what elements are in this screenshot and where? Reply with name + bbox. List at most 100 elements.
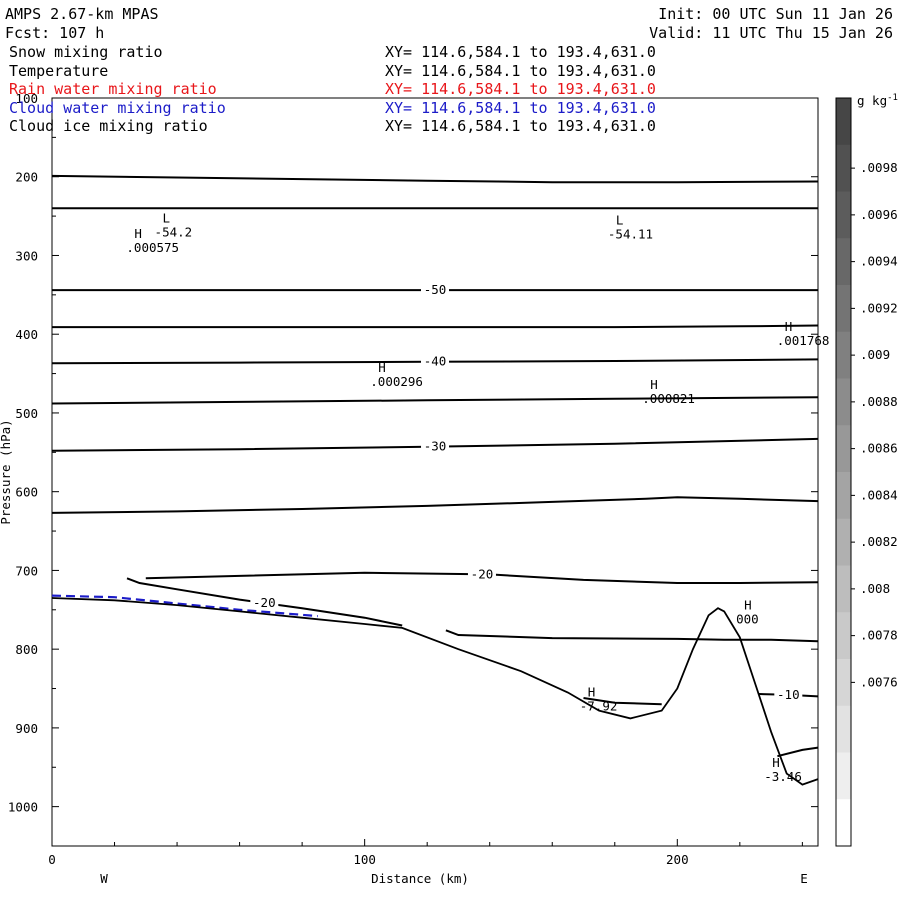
extremum-marker: H.001768 <box>777 319 830 348</box>
isotherm-label-bg <box>467 566 496 582</box>
colorbar-swatch <box>836 191 851 239</box>
colorbar-label: .0086 <box>860 441 898 456</box>
extremum-value: -54.2 <box>155 224 193 239</box>
colorbar-swatch <box>836 472 851 520</box>
isotherm-label-bg <box>774 686 803 702</box>
colorbar-frame <box>835 97 852 847</box>
colorbar-label: .0078 <box>860 628 898 643</box>
field-name-temperature: Temperature <box>9 62 108 80</box>
extremum-value: .000296 <box>370 374 423 389</box>
colorbar-swatch <box>836 425 851 473</box>
extremum-type: L <box>616 213 624 228</box>
extremum-marker: H.000575 <box>126 226 179 255</box>
colorbar-label: .0088 <box>860 394 898 409</box>
field-name-snow: Snow mixing ratio <box>9 43 163 61</box>
field-xy-rain: XY= 114.6,584.1 to 193.4,631.0 <box>385 80 656 98</box>
extremum-marker: L-54.2 <box>155 210 193 239</box>
y-tick-label: 400 <box>15 327 38 342</box>
extremum-marker: H-7.92 <box>580 684 618 713</box>
y-tick-label: 500 <box>15 406 38 421</box>
extremum-type: H <box>772 755 780 770</box>
colorbar-swatches <box>836 98 851 847</box>
field-xy-snow: XY= 114.6,584.1 to 193.4,631.0 <box>385 43 656 61</box>
extremum-value: .000821 <box>642 391 695 406</box>
plot-frame <box>51 97 819 847</box>
isotherm-label-bg <box>421 282 449 298</box>
init-time: Init: 00 UTC Sun 11 Jan 26 <box>658 5 893 23</box>
y-axis-label: Pressure (hPa) <box>0 419 13 524</box>
y-tick-label: 1000 <box>8 800 38 815</box>
field-xy-temperature: XY= 114.6,584.1 to 193.4,631.0 <box>385 62 656 80</box>
west-label: W <box>100 871 108 886</box>
y-tick-label: 800 <box>15 642 38 657</box>
colorbar-label: .0092 <box>860 300 898 315</box>
extremum-value: 000 <box>736 612 759 627</box>
valid-time: Valid: 11 UTC Thu 15 Jan 26 <box>649 24 893 42</box>
colorbar-label: .0084 <box>860 487 898 502</box>
isotherm-label-bg <box>421 438 450 454</box>
isotherm-line <box>51 396 819 405</box>
field-name-cloud-water: Cloud water mixing ratio <box>9 99 226 117</box>
y-tick-label: 900 <box>15 721 38 736</box>
extremum-value: .000575 <box>126 240 179 255</box>
y-tick-label: 200 <box>15 170 38 185</box>
isotherm-line <box>583 697 662 706</box>
y-tick-label: 300 <box>15 248 38 263</box>
plot-area: -50-40-30-20-20-10L-54.2H.000575L-54.11H… <box>51 174 830 786</box>
isotherm-label: -20 <box>253 595 276 610</box>
extremum-marker: H.000296 <box>370 360 423 389</box>
x-axis-label: Distance (km) <box>371 871 469 886</box>
extremum-value: -7.92 <box>580 698 618 713</box>
isotherm-label-bg <box>421 353 450 369</box>
colorbar-unit: g kg-1 <box>857 93 898 108</box>
isotherm-line <box>777 746 819 758</box>
isotherm-label: -10 <box>777 687 800 702</box>
field-xy-cloud-water: XY= 114.6,584.1 to 193.4,631.0 <box>385 99 656 117</box>
extremum-type: H <box>588 684 596 699</box>
model-title: AMPS 2.67-km MPAS <box>5 5 159 23</box>
extremum-type: H <box>650 377 658 392</box>
extremum-type: H <box>378 360 386 375</box>
isotherm-line <box>145 571 819 584</box>
colorbar-swatch <box>836 238 851 286</box>
isotherm-line <box>51 496 819 514</box>
extremum-value: -3.46 <box>764 769 802 784</box>
colorbar-label: .0082 <box>860 534 898 549</box>
colorbar-swatch <box>836 285 851 333</box>
colorbar-swatch <box>836 799 851 847</box>
field-name-cloud-ice: Cloud ice mixing ratio <box>9 117 208 135</box>
colorbar-swatch <box>836 331 851 379</box>
extremum-marker: H.000821 <box>642 377 695 406</box>
axes: 100 200 300 400 500 600 700 800 900 1000 0 100 200 Di… <box>0 91 818 886</box>
terrain-line <box>51 597 819 786</box>
isotherm-label: -20 <box>471 566 494 581</box>
extremum-marker: L-54.11 <box>608 213 653 242</box>
colorbar: g kg-1 .0098 .0096 .0094 .0092 .009 .0088 .008… <box>835 93 898 847</box>
y-tick-label: 100 <box>15 91 38 106</box>
field-xy-cloud-ice: XY= 114.6,584.1 to 193.4,631.0 <box>385 117 656 135</box>
colorbar-labels: .0098 .0096 .0094 .0092 .009 .0088 .0086 .0084.… <box>851 160 898 689</box>
x-tick-label: 100 <box>353 852 376 867</box>
y-tick-label: 600 <box>15 485 38 500</box>
colorbar-swatch <box>836 98 851 146</box>
field-legend: Snow mixing ratio XY= 114.6,584.1 to 193… <box>9 43 656 135</box>
colorbar-label: .0094 <box>860 254 898 269</box>
colorbar-label: .009 <box>860 347 890 362</box>
colorbar-label: .0096 <box>860 207 898 222</box>
extremum-type: H <box>744 598 752 613</box>
colorbar-label: .008 <box>860 581 890 596</box>
forecast-hour: Fcst: 107 h <box>5 24 104 42</box>
x-tick-label: 0 <box>48 852 56 867</box>
y-tick-label: 700 <box>15 563 38 578</box>
colorbar-swatch <box>836 705 851 753</box>
isotherm-label: -40 <box>424 354 447 369</box>
colorbar-label: .0076 <box>860 674 898 689</box>
colorbar-swatch <box>836 378 851 426</box>
field-name-rain: Rain water mixing ratio <box>9 80 217 98</box>
colorbar-swatch <box>836 659 851 707</box>
x-tick-label: 200 <box>666 852 689 867</box>
isotherm-label: -50 <box>424 282 447 297</box>
isotherm-label: -30 <box>424 439 447 454</box>
